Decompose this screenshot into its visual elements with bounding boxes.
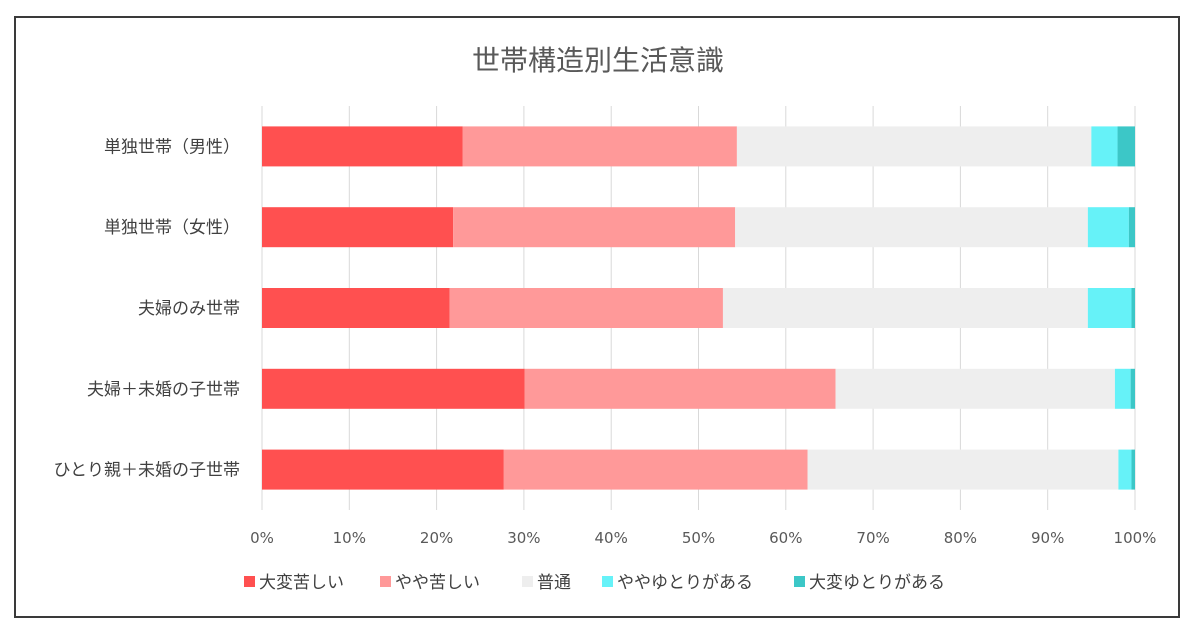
bar-segment [524, 368, 836, 409]
bar-segment [735, 207, 1088, 248]
bar-segment [462, 126, 737, 167]
bar-segment [1087, 207, 1129, 248]
bar-segment [262, 368, 525, 409]
bar-segment [262, 207, 454, 248]
legend-swatch [794, 576, 805, 587]
bar-segment [807, 449, 1119, 490]
legend-swatch [380, 576, 391, 587]
bar-segment [736, 126, 1092, 167]
bar-segment [262, 449, 504, 490]
x-tick-label: 90% [1031, 529, 1064, 547]
category-label: 夫婦＋未婚の子世帯 [87, 380, 240, 400]
x-tick-label: 80% [944, 529, 977, 547]
bar-segment [1131, 449, 1135, 490]
bar-segment [453, 207, 736, 248]
x-tick-label: 70% [856, 529, 889, 547]
legend-label: ややゆとりがある [617, 573, 753, 593]
legend-label: 大変苦しい [259, 573, 344, 593]
bar-segment [1117, 126, 1135, 167]
category-label: 夫婦のみ世帯 [138, 299, 240, 319]
category-label: 単独世帯（女性） [104, 218, 240, 238]
x-tick-label: 30% [507, 529, 540, 547]
bar-segment [722, 288, 1088, 328]
bar-segment [1128, 207, 1135, 248]
legend-label: やや苦しい [395, 573, 480, 593]
x-tick-label: 100% [1114, 529, 1157, 547]
legend-label: 大変ゆとりがある [809, 573, 945, 593]
bar-segment [449, 288, 723, 328]
legend: 大変苦しい やや苦しい 普通 ややゆとりがある 大変ゆとりがある [244, 573, 945, 593]
bar-segment [1114, 368, 1131, 409]
x-tick-label: 40% [595, 529, 628, 547]
x-tick-label: 50% [682, 529, 715, 547]
category-label: ひとり親＋未婚の子世帯 [54, 461, 241, 481]
bar-segment [262, 288, 450, 328]
x-tick-label: 20% [420, 529, 453, 547]
x-tick-label: 10% [333, 529, 366, 547]
chart-area: 単独世帯（男性） 単独世帯（女性） 夫婦のみ世帯夫婦＋未婚の子世帯ひとり親＋未婚の子… [54, 44, 1157, 593]
bar-segment [1131, 288, 1135, 328]
bar-segment [835, 368, 1115, 409]
category-axis: 単独世帯（男性） 単独世帯（女性） 夫婦のみ世帯夫婦＋未婚の子世帯ひとり親＋未婚の子… [54, 137, 241, 480]
category-label: 単独世帯（男性） [104, 137, 240, 157]
chart-title: 世帯構造別生活意識 [472, 44, 724, 77]
x-tick-label: 60% [769, 529, 802, 547]
bar-segment [1130, 368, 1135, 409]
bar-segment [1091, 126, 1118, 167]
bar-segment [262, 126, 463, 167]
bar-segment [1087, 288, 1132, 328]
legend-swatch [602, 576, 613, 587]
legend-swatch [522, 576, 533, 587]
value-axis: 0% 10% 20% 30% 40% 50% 60% 70% 80% 90% 100% [250, 529, 1156, 547]
legend-label: 普通 [537, 573, 571, 593]
bar-segment [1118, 449, 1132, 490]
chart-frame: 単独世帯（男性） 単独世帯（女性） 夫婦のみ世帯夫婦＋未婚の子世帯ひとり親＋未婚の子… [14, 16, 1180, 618]
x-tick-label: 0% [250, 529, 274, 547]
bar-segment [503, 449, 808, 490]
legend-swatch [244, 576, 255, 587]
bars [262, 126, 1135, 490]
